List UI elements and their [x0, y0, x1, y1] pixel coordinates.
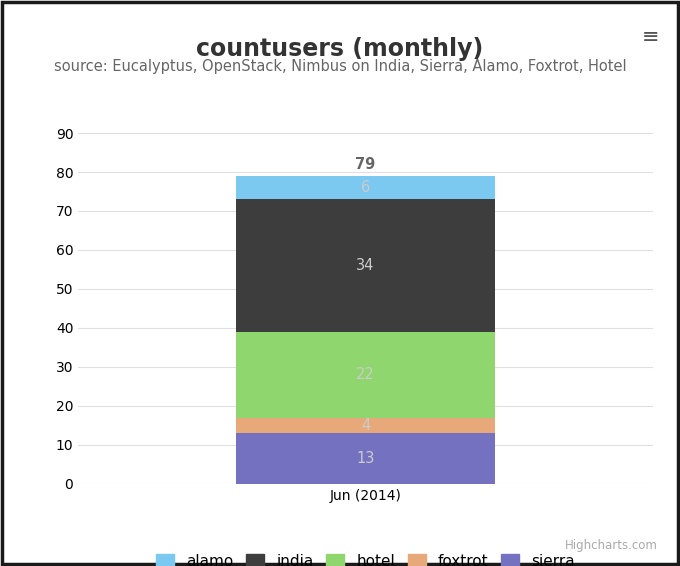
Text: Highcharts.com: Highcharts.com	[565, 539, 658, 552]
Bar	[236, 418, 495, 433]
Text: 22: 22	[356, 367, 375, 382]
Bar	[236, 332, 495, 418]
Text: countusers (monthly): countusers (monthly)	[197, 37, 483, 61]
Text: source: Eucalyptus, OpenStack, Nimbus on India, Sierra, Alamo, Foxtrot, Hotel: source: Eucalyptus, OpenStack, Nimbus on…	[54, 59, 626, 75]
Bar	[236, 176, 495, 199]
Text: 6: 6	[361, 180, 370, 195]
Text: 79: 79	[356, 157, 375, 172]
Text: 4: 4	[361, 418, 370, 433]
Bar	[236, 199, 495, 332]
Text: 34: 34	[356, 258, 375, 273]
Text: 13: 13	[356, 451, 375, 466]
Bar	[236, 433, 495, 484]
Legend: alamo, india, hotel, foxtrot, sierra: alamo, india, hotel, foxtrot, sierra	[150, 548, 581, 566]
Text: ≡: ≡	[642, 27, 660, 47]
